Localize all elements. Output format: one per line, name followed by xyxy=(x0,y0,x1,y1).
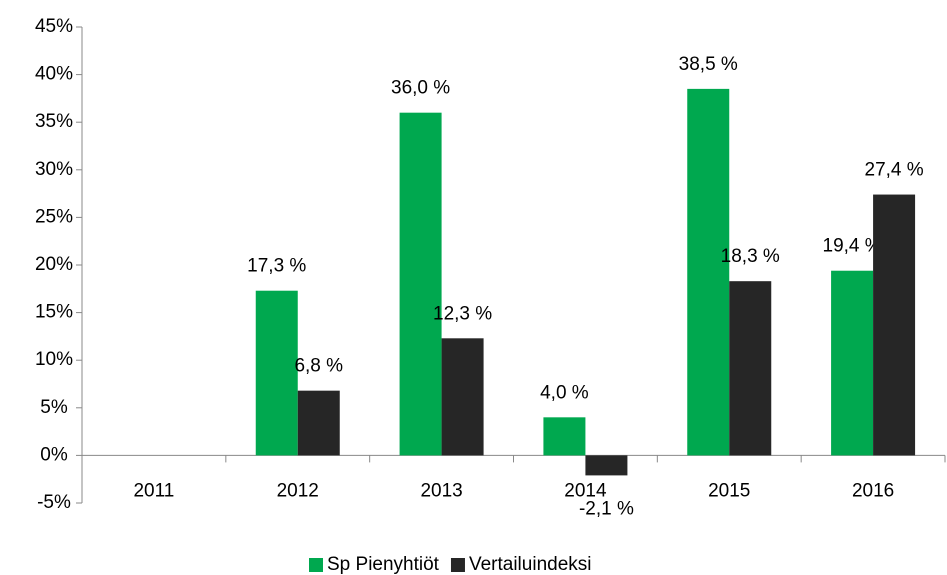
bar xyxy=(831,270,874,456)
value-label: 12,3 % xyxy=(433,303,492,324)
value-label: 38,5 % xyxy=(679,54,738,75)
x-tick-label: 2014 xyxy=(564,480,607,501)
legend-label: Vertailuindeksi xyxy=(469,554,592,575)
bar xyxy=(255,290,298,456)
y-tick-label: 40% xyxy=(35,64,73,85)
x-tick-label: 2012 xyxy=(277,480,319,501)
legend-swatch xyxy=(450,558,465,572)
y-tick-label: 10% xyxy=(35,349,73,370)
x-tick-label: 2016 xyxy=(852,480,894,501)
y-tick-label: 0% xyxy=(40,444,68,465)
value-label: 6,8 % xyxy=(294,356,343,377)
y-tick-label: 15% xyxy=(35,302,73,323)
value-label: 18,3 % xyxy=(721,246,780,267)
y-tick-label: -5% xyxy=(37,492,71,513)
bar xyxy=(873,194,916,456)
y-tick-label: 45% xyxy=(35,16,73,37)
value-label: 36,0 % xyxy=(391,78,450,99)
value-label: 27,4 % xyxy=(865,160,924,181)
y-tick-label: 25% xyxy=(35,206,73,227)
value-label: 19,4 % xyxy=(823,236,882,257)
bar xyxy=(729,281,772,456)
bar xyxy=(399,112,442,456)
bar xyxy=(441,338,484,456)
y-tick-label: 35% xyxy=(35,111,73,132)
y-tick-label: 5% xyxy=(40,397,68,418)
legend-swatch xyxy=(309,558,323,572)
x-tick-label: 2011 xyxy=(133,480,174,501)
x-tick-label: 2013 xyxy=(420,480,462,501)
value-label: -2,1 % xyxy=(579,498,634,519)
bar xyxy=(585,455,628,476)
bar xyxy=(543,417,586,456)
y-tick-label: 30% xyxy=(35,159,73,180)
bar xyxy=(297,390,340,456)
x-tick-label: 2015 xyxy=(708,480,750,501)
value-label: 4,0 % xyxy=(540,382,589,403)
value-label: 17,3 % xyxy=(247,256,306,277)
y-tick-label: 20% xyxy=(35,254,73,275)
legend-label: Sp Pienyhtiöt xyxy=(327,554,440,575)
bar xyxy=(687,88,730,456)
